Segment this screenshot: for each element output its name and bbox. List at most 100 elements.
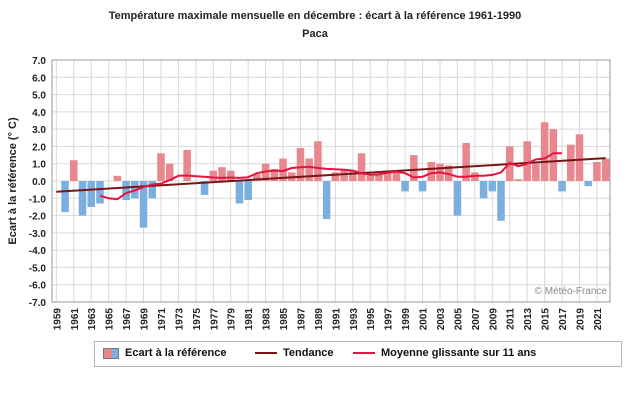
- bar: [122, 181, 130, 201]
- bar: [218, 167, 226, 181]
- x-tick-label: 1965: [105, 308, 116, 331]
- bar: [401, 181, 409, 192]
- legend-label-bars: Ecart à la référence: [125, 347, 227, 359]
- bar: [148, 181, 157, 199]
- x-tick-label: 1969: [140, 308, 151, 331]
- y-tick-label: -1.0: [29, 194, 47, 205]
- bar: [96, 181, 104, 204]
- legend-item-bars: Ecart à la référence: [103, 347, 227, 359]
- bar: [200, 181, 209, 195]
- bar: [279, 158, 287, 181]
- x-tick-label: 1973: [174, 308, 185, 331]
- x-tick-label: 2007: [471, 308, 482, 331]
- x-tick-label: 1963: [87, 308, 98, 331]
- bar: [453, 181, 462, 216]
- chart-title: Température maximale mensuelle en décemb…: [108, 10, 522, 22]
- bar: [357, 153, 366, 181]
- bar: [514, 179, 523, 181]
- bar: [375, 174, 383, 181]
- x-tick-label: 2005: [453, 308, 464, 331]
- bar: [392, 172, 401, 181]
- bar: [165, 163, 174, 181]
- legend-item-moving: Moyenne glissante sur 11 ans: [353, 347, 536, 359]
- bar: [488, 181, 497, 192]
- bar: [427, 161, 436, 181]
- x-tick-label: 1971: [157, 308, 168, 331]
- x-tick-label: 2011: [506, 308, 517, 330]
- y-tick-label: 5.0: [32, 91, 46, 102]
- y-tick-label: 1.0: [32, 160, 46, 171]
- x-tick-label: 1993: [349, 308, 360, 331]
- legend-swatch-moving: [353, 352, 375, 354]
- y-tick-label: 7.0: [32, 56, 46, 67]
- y-axis-label: Ecart à la référence (° C): [7, 117, 19, 245]
- bar: [410, 155, 418, 181]
- x-tick-label: 1961: [70, 308, 81, 331]
- y-tick-label: 2.0: [32, 142, 46, 153]
- y-tick-label: -5.0: [29, 263, 47, 274]
- x-tick-label: 1997: [384, 308, 395, 331]
- y-tick-label: -3.0: [29, 229, 47, 240]
- x-tick-label: 2013: [523, 308, 534, 331]
- x-tick-label: 1991: [331, 308, 342, 331]
- y-tick-label: 6.0: [32, 73, 46, 84]
- x-tick-label: 2015: [541, 308, 552, 331]
- legend-label-moving: Moyenne glissante sur 11 ans: [381, 347, 537, 359]
- x-tick-label: 2017: [558, 308, 569, 331]
- bar: [349, 170, 357, 181]
- bar: [314, 141, 322, 181]
- x-tick-label: 1981: [244, 308, 255, 331]
- bar: [523, 141, 531, 181]
- y-tick-label: 0.0: [32, 177, 46, 188]
- bar: [296, 148, 305, 181]
- moving-average-line: [99, 152, 562, 201]
- bar: [366, 175, 374, 181]
- legend-swatch-trend: [255, 352, 277, 354]
- bar: [270, 168, 279, 181]
- bar: [305, 158, 313, 181]
- x-tick-label: 1977: [209, 308, 220, 331]
- bar: [479, 181, 488, 199]
- bar: [157, 153, 165, 181]
- y-tick-label: -4.0: [29, 246, 47, 257]
- bar: [584, 181, 592, 187]
- bar: [593, 161, 601, 181]
- x-tick-label: 1999: [401, 308, 412, 331]
- x-tick-label: 1967: [122, 308, 133, 331]
- x-tick-label: 1985: [279, 308, 290, 331]
- bar: [383, 170, 392, 181]
- bar: [549, 129, 558, 181]
- x-tick-label: 1979: [227, 308, 238, 331]
- bar: [78, 181, 87, 216]
- legend-swatch-bars: [103, 347, 119, 359]
- bar: [61, 181, 69, 213]
- bar: [113, 175, 122, 181]
- x-tick-label: 1975: [192, 308, 203, 331]
- y-tick-label: -2.0: [29, 212, 47, 223]
- chart-subtitle: Paca: [302, 28, 328, 40]
- bar: [253, 174, 261, 181]
- x-tick-label: 1983: [262, 308, 273, 331]
- bar: [567, 144, 575, 181]
- y-tick-label: -7.0: [29, 298, 47, 309]
- bar: [575, 134, 584, 181]
- bar: [322, 181, 331, 220]
- legend-item-trend: Tendance: [255, 347, 334, 359]
- x-tick-label: 1987: [296, 308, 307, 331]
- x-tick-label: 1989: [314, 308, 325, 331]
- bar: [209, 170, 218, 181]
- x-tick-label: 2021: [593, 308, 604, 331]
- x-tick-label: 2019: [575, 308, 586, 331]
- x-tick-label: 1959: [52, 308, 63, 331]
- y-tick-label: -6.0: [29, 281, 47, 292]
- bar: [139, 181, 148, 228]
- bar: [244, 181, 252, 201]
- bar: [183, 149, 191, 181]
- x-tick-label: 2009: [488, 308, 499, 331]
- trend-line: [56, 157, 606, 193]
- y-tick-label: 4.0: [32, 108, 46, 119]
- bar: [87, 181, 95, 207]
- bar: [601, 158, 610, 181]
